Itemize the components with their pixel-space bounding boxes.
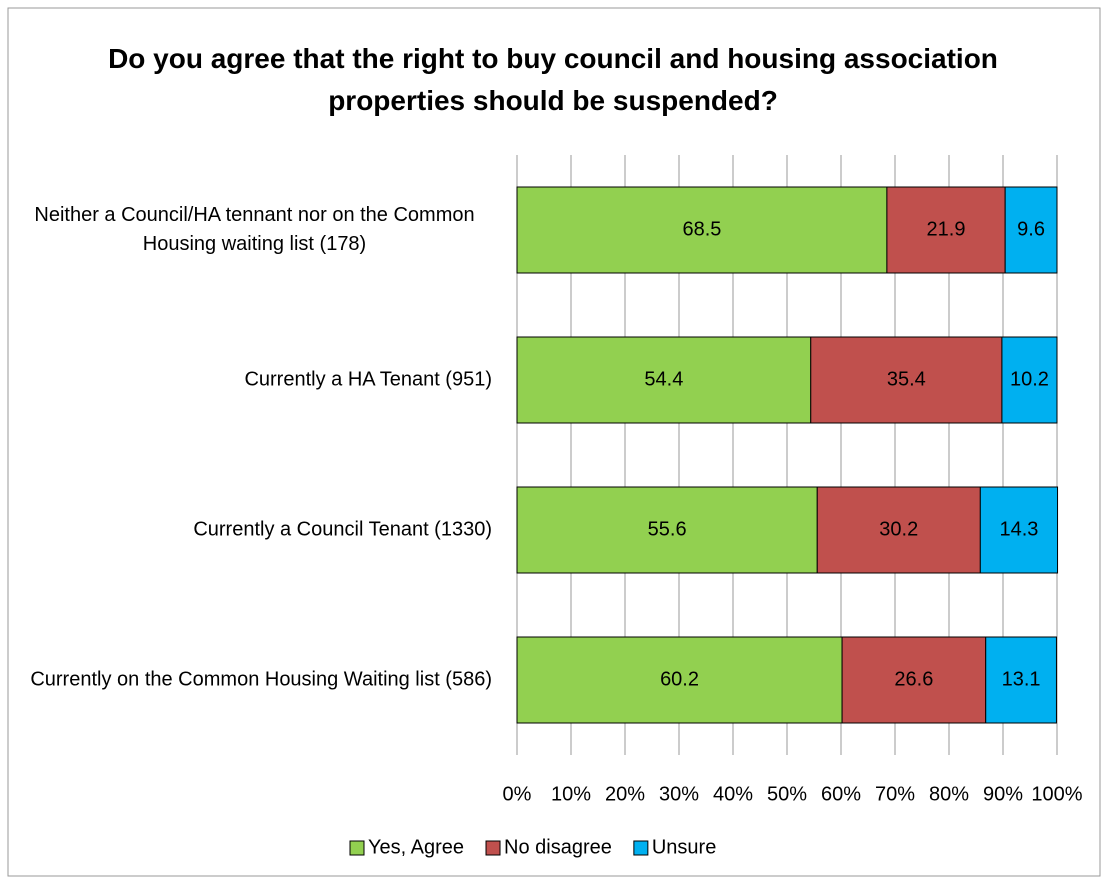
category-text: Currently a HA Tenant (951) [244, 368, 492, 391]
x-tick-label: 80% [929, 783, 969, 805]
bar-segment [1001, 336, 1058, 424]
data-label: 9.6 [1017, 218, 1045, 240]
x-tick-label: 30% [659, 783, 699, 805]
data-label: 55.6 [648, 518, 687, 540]
bar-segment [516, 486, 818, 574]
bar-segment [841, 636, 987, 724]
x-tick-label: 70% [875, 783, 915, 805]
legend-swatch [633, 840, 649, 856]
x-tick-label: 100% [1031, 783, 1082, 805]
bar-segment [1004, 186, 1058, 274]
x-tick-label: 0% [503, 783, 532, 805]
category-label: Currently on the Common Housing Waiting … [10, 666, 492, 695]
data-label: 68.5 [682, 218, 721, 240]
legend-label: Yes, Agree [368, 836, 464, 858]
bar-segment [985, 636, 1057, 724]
category-label: Currently a Council Tenant (1330) [10, 516, 492, 545]
legend-label: Unsure [652, 836, 716, 858]
chart-border [7, 7, 1101, 877]
data-label: 60.2 [660, 668, 699, 690]
bar-segment [516, 636, 843, 724]
x-tick-label: 60% [821, 783, 861, 805]
data-label: 13.1 [1002, 668, 1041, 690]
x-tick-label: 90% [983, 783, 1023, 805]
category-text: Neither a Council/HA tennant nor on the … [34, 204, 475, 255]
chart-title: Do you agree that the right to buy counc… [108, 43, 998, 116]
data-label: 54.4 [644, 368, 683, 390]
category-label: Currently a HA Tenant (951) [10, 366, 492, 395]
data-label: 30.2 [879, 518, 918, 540]
bar-segment [886, 186, 1006, 274]
bar-segment [810, 336, 1003, 424]
data-label: 14.3 [999, 518, 1038, 540]
bar-segment [979, 486, 1059, 574]
x-tick-label: 50% [767, 783, 807, 805]
category-text: Currently a Council Tenant (1330) [193, 518, 492, 541]
bar-segment [516, 336, 812, 424]
category-label: Neither a Council/HA tennant nor on the … [10, 201, 492, 259]
data-label: 10.2 [1010, 368, 1049, 390]
data-label: 35.4 [887, 368, 926, 390]
category-text: Currently on the Common Housing Waiting … [30, 668, 492, 691]
legend-label: No disagree [504, 836, 612, 858]
bar-segment [516, 186, 888, 274]
legend-swatch [349, 840, 365, 856]
data-label: 26.6 [894, 668, 933, 690]
x-tick-label: 40% [713, 783, 753, 805]
legend-swatch [485, 840, 501, 856]
x-tick-label: 20% [605, 783, 645, 805]
data-label: 21.9 [927, 218, 966, 240]
x-tick-label: 10% [551, 783, 591, 805]
